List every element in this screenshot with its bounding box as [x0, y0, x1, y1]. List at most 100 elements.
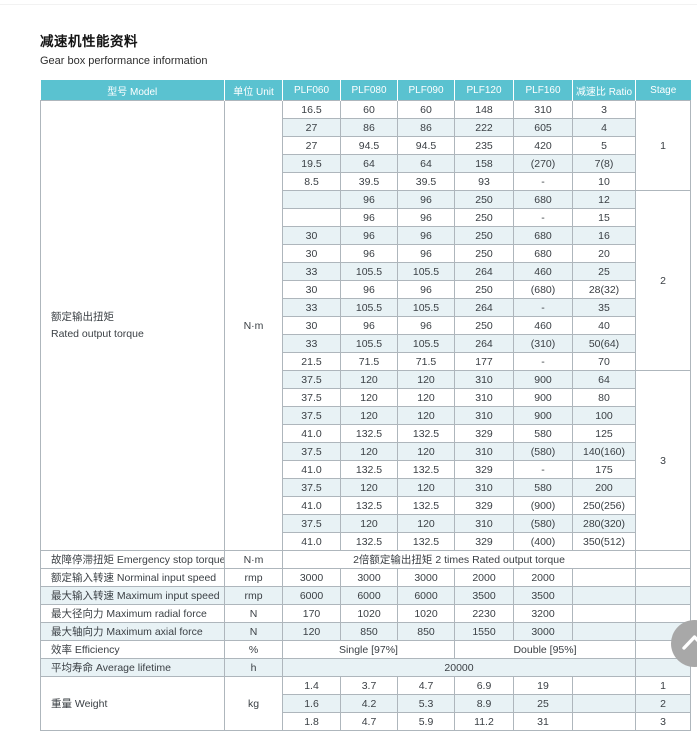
table-row: 重量 Weight kg 1.4 3.7 4.7 6.9 19 1	[40, 676, 691, 731]
column-header-ratio: 减速比 Ratio	[572, 80, 636, 101]
value-cell: 580	[513, 424, 573, 443]
value-cell: 3500	[513, 586, 573, 605]
ratio-cell: 100	[572, 406, 636, 425]
ratio-cell-empty	[572, 622, 636, 641]
ratio-cell: 3	[572, 100, 636, 119]
value-cell: 680	[513, 190, 573, 209]
value-cell: -	[513, 208, 573, 227]
ratio-cell: 200	[572, 478, 636, 497]
stage-cell: 1	[635, 100, 691, 191]
value-cell: 105.5	[397, 334, 455, 353]
value-cell: 16.5	[282, 100, 341, 119]
value-cell: 1020	[397, 604, 455, 623]
unit-cell: rmp	[224, 586, 283, 605]
torque-label-en: Rated output torque	[51, 327, 144, 340]
value-cell: 96	[340, 208, 398, 227]
value-cell: 105.5	[340, 298, 398, 317]
value-cell: 105.5	[397, 262, 455, 281]
value-cell: 1020	[340, 604, 398, 623]
weight-label-cell: 重量 Weight	[40, 676, 225, 731]
ratio-cell: 80	[572, 388, 636, 407]
table-row: 19.5 64 64 158 (270) 7(8)	[41, 154, 691, 173]
value-cell: 420	[513, 136, 573, 155]
value-cell: 71.5	[340, 352, 398, 371]
value-cell: 120	[397, 442, 455, 461]
value-cell: 41.0	[282, 460, 341, 479]
value-cell	[282, 190, 341, 209]
value-cell: 96	[340, 244, 398, 263]
table-row: 33 105.5 105.5 264 460 25	[41, 262, 691, 281]
value-cell: 120	[340, 442, 398, 461]
value-cell: 900	[513, 388, 573, 407]
value-cell: 96	[397, 208, 455, 227]
value-cell: 120	[340, 388, 398, 407]
value-cell: 329	[454, 532, 514, 551]
value-cell: 6.9	[454, 676, 514, 695]
top-divider	[0, 4, 697, 5]
table-row: 30 96 96 250 680 20	[41, 244, 691, 263]
value-cell: 120	[397, 370, 455, 389]
value-cell: 120	[340, 406, 398, 425]
value-cell: 120	[340, 478, 398, 497]
value-cell: 5.9	[397, 712, 455, 731]
ratio-cell: 4	[572, 118, 636, 137]
value-cell: 900	[513, 406, 573, 425]
value-cell: 264	[454, 334, 514, 353]
value-cell: 86	[340, 118, 398, 137]
table-row: 37.5 120 120 310 (580) 280(320)	[41, 514, 691, 533]
value-cell: 41.0	[282, 496, 341, 515]
value-cell: 96	[397, 280, 455, 299]
value-cell: (310)	[513, 334, 573, 353]
value-cell: 94.5	[340, 136, 398, 155]
row-label-cell: 额定输入转速 Norminal input speed	[40, 568, 225, 587]
value-cell: 33	[282, 262, 341, 281]
value-cell: 93	[454, 172, 514, 191]
value-cell: 31	[513, 712, 573, 731]
table-row: 37.5 120 120 310 (580) 140(160)	[41, 442, 691, 461]
value-cell: 2230	[454, 604, 514, 623]
value-cell: 580	[513, 478, 573, 497]
value-cell: 310	[454, 388, 514, 407]
split-value-cell: Single [97%]	[282, 640, 455, 659]
column-header-model: 型号 Model	[40, 80, 225, 101]
table-row: 37.5 120 120 310 900 100	[41, 406, 691, 425]
value-cell: 250	[454, 280, 514, 299]
ratio-cell: 16	[572, 226, 636, 245]
table-row: 96 96 250 680 12 2	[41, 190, 691, 371]
value-cell: 310	[513, 100, 573, 119]
row-label-cell: 最大输入转速 Maximum input speed	[40, 586, 225, 605]
value-cell: 2000	[513, 568, 573, 587]
value-cell: 310	[454, 478, 514, 497]
value-cell: 605	[513, 118, 573, 137]
value-cell	[282, 208, 341, 227]
value-cell: 850	[397, 622, 455, 641]
value-cell: 4.7	[340, 712, 398, 731]
value-cell: 33	[282, 298, 341, 317]
column-header-plf160: PLF160	[513, 80, 573, 101]
value-cell: 132.5	[340, 460, 398, 479]
value-cell: 177	[454, 352, 514, 371]
table-row: 96 96 250-15	[41, 208, 691, 227]
ratio-cell: 28(32)	[572, 280, 636, 299]
value-cell: 250	[454, 190, 514, 209]
value-cell: 680	[513, 244, 573, 263]
value-cell: 250	[454, 226, 514, 245]
ratio-cell-empty	[572, 604, 636, 623]
value-cell: 120	[282, 622, 341, 641]
value-cell: 329	[454, 424, 514, 443]
back-to-top-button[interactable]	[671, 620, 697, 667]
value-cell: 1550	[454, 622, 514, 641]
weight-unit-cell: kg	[224, 676, 283, 731]
value-cell: 96	[340, 226, 398, 245]
weight-stage-cell: 1	[635, 676, 691, 695]
table-row: 平均寿命 Average lifetime h 20000	[40, 658, 691, 677]
value-cell: 60	[397, 100, 455, 119]
row-label-cell: 最大轴向力 Maximum axial force	[40, 622, 225, 641]
value-cell: 120	[397, 478, 455, 497]
value-cell: 132.5	[397, 532, 455, 551]
value-cell: (580)	[513, 514, 573, 533]
value-cell: 30	[282, 244, 341, 263]
ratio-cell: 350(512)	[572, 532, 636, 551]
weight-stage-cell: 2	[635, 694, 691, 713]
value-cell: 132.5	[397, 424, 455, 443]
